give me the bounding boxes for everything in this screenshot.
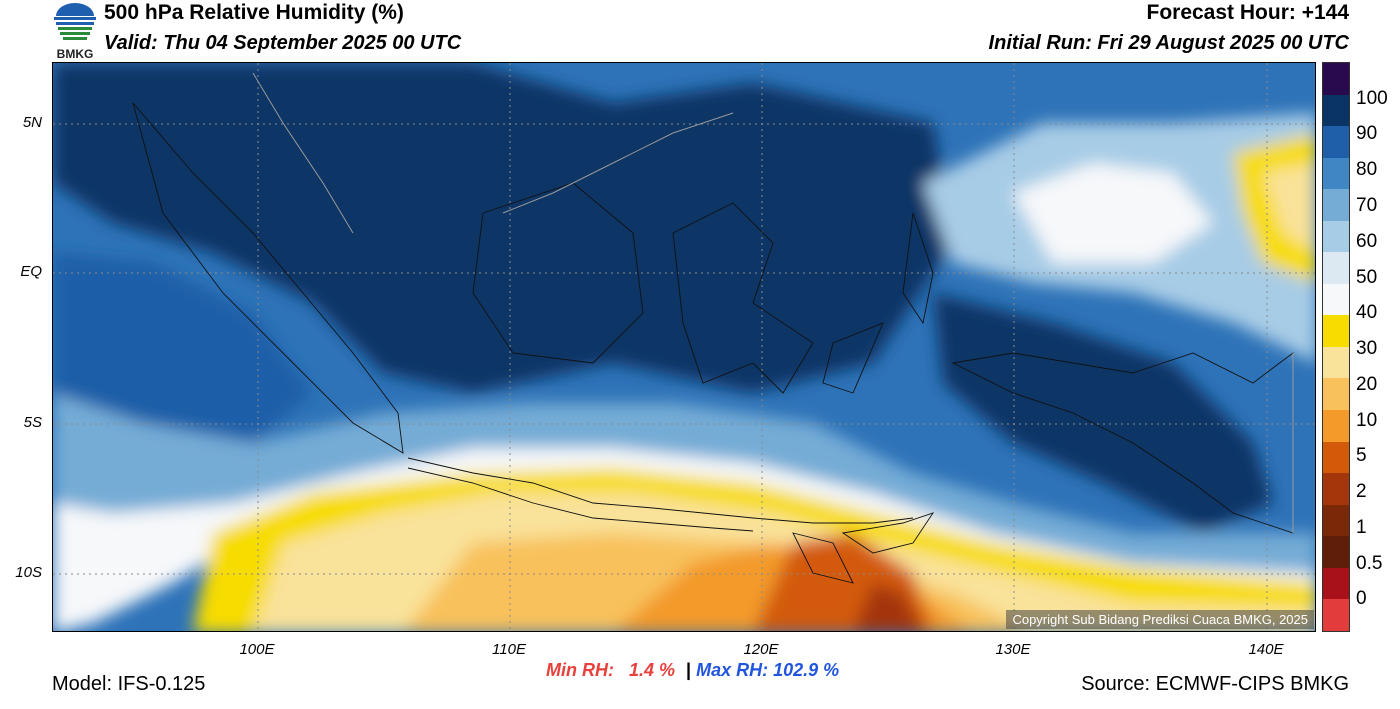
min-rh-label: Min RH:	[546, 660, 614, 680]
colorbar-swatch	[1323, 504, 1349, 537]
colorbar-swatch	[1323, 378, 1349, 411]
colorbar-swatch	[1323, 441, 1349, 474]
colorbar-label-2: 2	[1356, 481, 1367, 502]
rh-stats: Min RH: 1.4 % | Max RH: 102.9 %	[546, 660, 839, 681]
grid-lines	[53, 63, 1315, 631]
svg-text:BMKG: BMKG	[57, 47, 94, 60]
colorbar-label-60: 60	[1356, 231, 1378, 252]
stats-separator: |	[686, 660, 692, 680]
lat-label-5s: 5S	[23, 414, 42, 431]
lon-label-110e: 110E	[492, 641, 526, 658]
humidity-field	[53, 63, 1315, 631]
colorbar-swatch	[1323, 536, 1349, 568]
initial-run: Initial Run: Fri 29 August 2025 00 UTC	[988, 32, 1349, 54]
colorbar-label-5: 5	[1356, 445, 1367, 466]
colorbar	[1322, 62, 1350, 632]
humidity-map	[52, 62, 1316, 632]
lon-label-140e: 140E	[1248, 641, 1284, 658]
lat-label-5n: 5N	[22, 114, 42, 131]
colorbar-swatch	[1323, 252, 1349, 284]
min-rh-value: 1.4 %	[629, 660, 676, 680]
colorbar-swatch	[1323, 220, 1349, 253]
colorbar-swatch	[1323, 189, 1349, 221]
colorbar-swatch	[1323, 63, 1349, 95]
colorbar-label-0: 0	[1356, 588, 1367, 609]
colorbar-swatch	[1323, 157, 1349, 190]
lat-label-10s: 10S	[15, 564, 42, 581]
colorbar-label-90: 90	[1356, 123, 1378, 144]
colorbar-swatch	[1323, 473, 1349, 505]
lon-label-100e: 100E	[239, 641, 275, 658]
colorbar-swatch	[1323, 283, 1349, 316]
colorbar-label-50: 50	[1356, 267, 1378, 288]
colorbar-swatch	[1323, 410, 1349, 442]
max-rh-value: 102.9 %	[773, 660, 840, 680]
colorbar-label-100: 100	[1356, 88, 1388, 109]
colorbar-label-1: 1	[1356, 517, 1367, 538]
model-label: Model: IFS-0.125	[52, 673, 206, 695]
lon-label-130e: 130E	[995, 641, 1031, 658]
colorbar-swatch	[1323, 94, 1349, 127]
colorbar-label-70: 70	[1356, 195, 1378, 216]
colorbar-swatch	[1323, 126, 1349, 158]
source-label: Source: ECMWF-CIPS BMKG	[1081, 673, 1349, 695]
bmkg-logo: BMKG	[52, 2, 98, 61]
colorbar-label-10: 10	[1356, 410, 1378, 431]
colorbar-label-20: 20	[1356, 374, 1378, 395]
colorbar-label-40: 40	[1356, 302, 1378, 323]
forecast-hour: Forecast Hour: +144	[1146, 1, 1350, 24]
lon-label-120e: 120E	[743, 641, 779, 658]
valid-time: Valid: Thu 04 September 2025 00 UTC	[104, 32, 462, 54]
colorbar-label-0-5: 0.5	[1356, 553, 1383, 574]
colorbar-swatch	[1323, 567, 1349, 600]
chart-title: 500 hPa Relative Humidity (%)	[104, 1, 404, 24]
max-rh-label: Max RH:	[696, 660, 769, 680]
lat-label-eq: EQ	[20, 263, 42, 280]
colorbar-swatch	[1323, 315, 1349, 347]
copyright-notice: Copyright Sub Bidang Prediksi Cuaca BMKG…	[1006, 610, 1314, 629]
colorbar-swatch	[1323, 599, 1349, 631]
colorbar-label-80: 80	[1356, 159, 1378, 180]
colorbar-swatch	[1323, 346, 1349, 379]
colorbar-label-30: 30	[1356, 338, 1378, 359]
borders	[252, 72, 1294, 533]
